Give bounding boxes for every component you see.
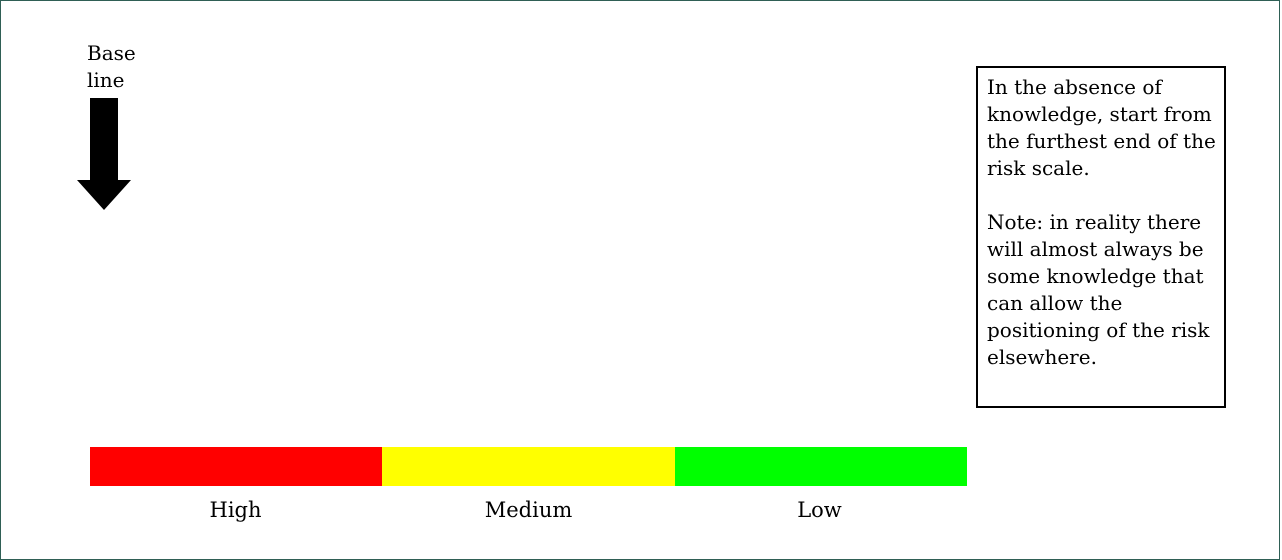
risk-label-medium: Medium: [484, 498, 573, 522]
risk-label-low: Low: [797, 498, 842, 522]
arrow-down-icon: [77, 98, 131, 210]
risk-scale-labels: High Medium Low: [90, 498, 967, 522]
risk-scale-bar: [90, 447, 967, 486]
risk-segment-low: [674, 447, 967, 486]
baseline-label-line2: line: [87, 68, 125, 92]
risk-segment-medium: [382, 447, 675, 486]
note-box: In the absence of knowledge, start from …: [976, 66, 1226, 408]
baseline-label: Base line: [87, 40, 136, 94]
note-paragraph-2: Note: in reality there will almost alway…: [987, 210, 1210, 369]
baseline-label-line1: Base: [87, 41, 136, 65]
risk-segment-high: [90, 447, 383, 486]
risk-label-high: High: [209, 498, 262, 522]
note-paragraph-1: In the absence of knowledge, start from …: [987, 75, 1216, 180]
